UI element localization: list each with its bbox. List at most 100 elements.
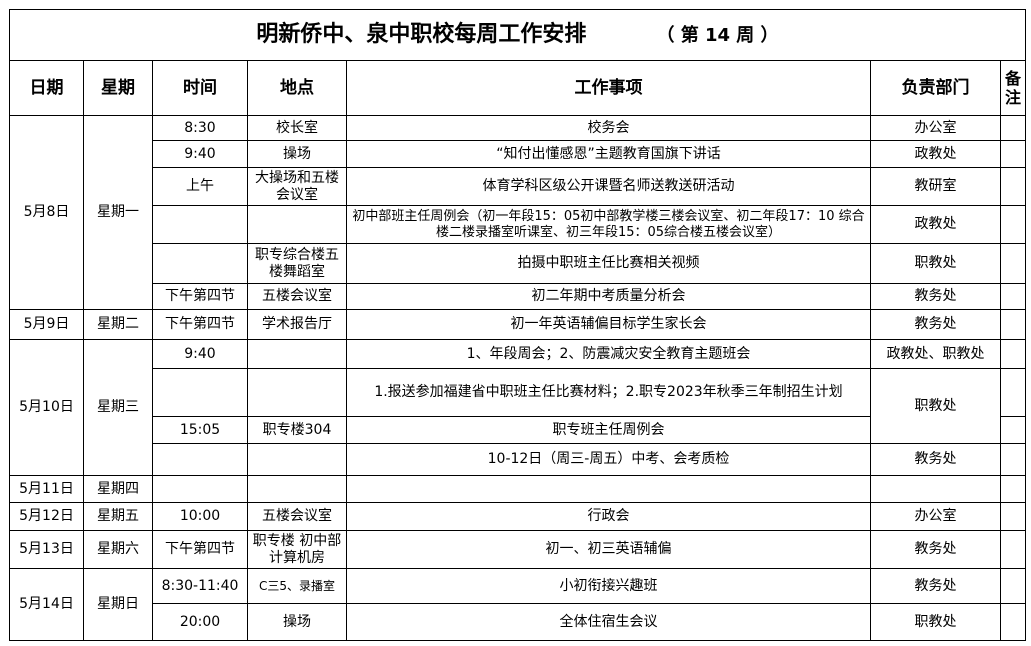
week-label: （ 第 14 周 ） bbox=[656, 25, 779, 46]
table-row: 20:00 操场 全体住宿生会议 职教处 bbox=[10, 603, 1026, 641]
weekly-schedule-table: 明新侨中、泉中职校每周工作安排 （ 第 14 周 ） 日期 星期 时间 地点 工作… bbox=[9, 9, 1026, 641]
table-row: 下午第四节 五楼会议室 初二年期中考质量分析会 教务处 bbox=[10, 283, 1026, 310]
header-weekday: 星期 bbox=[83, 60, 153, 116]
item-cell: 体育学科区级公开课暨名师送教送研活动 bbox=[346, 167, 871, 206]
place-cell: 操场 bbox=[247, 603, 347, 641]
header-date: 日期 bbox=[9, 60, 84, 116]
dept-cell: 职教处 bbox=[870, 368, 1001, 444]
note-cell bbox=[1000, 368, 1026, 417]
time-cell: 9:40 bbox=[152, 140, 248, 168]
table-row: 10-12日（周三-周五）中考、会考质检 教务处 bbox=[10, 443, 1026, 476]
place-cell: 操场 bbox=[247, 140, 347, 168]
dept-cell bbox=[870, 475, 1001, 503]
item-cell: 初一年英语辅偏目标学生家长会 bbox=[346, 309, 871, 340]
table-row: 职专综合楼五楼舞蹈室 拍摄中职班主任比赛相关视频 职教处 bbox=[10, 243, 1026, 284]
note-cell bbox=[1000, 243, 1026, 284]
place-cell: 学术报告厅 bbox=[247, 309, 347, 340]
time-cell: 9:40 bbox=[152, 339, 248, 369]
table-row: 上午 大操场和五楼会议室 体育学科区级公开课暨名师送教送研活动 教研室 bbox=[10, 167, 1026, 206]
weekday-cell: 星期四 bbox=[83, 475, 153, 503]
place-cell bbox=[247, 368, 347, 417]
place-cell: 大操场和五楼会议室 bbox=[247, 167, 347, 206]
note-cell bbox=[1000, 568, 1026, 604]
note-cell bbox=[1000, 416, 1026, 444]
note-cell bbox=[1000, 283, 1026, 310]
item-cell: 行政会 bbox=[346, 502, 871, 531]
note-cell bbox=[1000, 140, 1026, 168]
place-cell: 职专楼 初中部计算机房 bbox=[247, 530, 347, 569]
place-cell: 五楼会议室 bbox=[247, 502, 347, 531]
table-row: 5月12日 星期五 10:00 五楼会议室 行政会 办公室 bbox=[9, 502, 1026, 531]
date-cell: 5月13日 bbox=[9, 530, 84, 569]
time-cell: 下午第四节 bbox=[152, 309, 248, 340]
note-cell bbox=[1000, 339, 1026, 369]
dept-cell: 政教处、职教处 bbox=[870, 339, 1001, 369]
dept-cell: 办公室 bbox=[870, 115, 1001, 141]
item-cell: 职专班主任周例会 bbox=[346, 416, 871, 444]
table-row: 1.报送参加福建省中职班主任比赛材料；2.职专2023年秋季三年制招生计划 职教… bbox=[10, 368, 1026, 444]
weekday-cell: 星期六 bbox=[83, 530, 153, 569]
table-row: 5月8日 星期一 8:30 校长室 校务会 办公室 bbox=[9, 115, 1026, 310]
place-cell: 校长室 bbox=[247, 115, 347, 141]
note-cell bbox=[1000, 443, 1026, 476]
table-row: 初中部班主任周例会（初一年段15：05初中部教学楼三楼会议室、初二年段17：10… bbox=[10, 205, 1026, 244]
title-text: 明新侨中、泉中职校每周工作安排 bbox=[256, 22, 587, 47]
header-note: 备注 bbox=[1000, 60, 1026, 116]
time-cell: 上午 bbox=[152, 167, 248, 206]
item-cell: 初二年期中考质量分析会 bbox=[346, 283, 871, 310]
header-dept: 负责部门 bbox=[870, 60, 1001, 116]
time-cell: 8:30 bbox=[152, 115, 248, 141]
dept-cell: 政教处 bbox=[870, 140, 1001, 168]
header-time: 时间 bbox=[152, 60, 248, 116]
dept-cell: 教务处 bbox=[870, 309, 1001, 340]
item-cell: 初中部班主任周例会（初一年段15：05初中部教学楼三楼会议室、初二年段17：10… bbox=[346, 205, 871, 244]
weekday-cell: 星期二 bbox=[83, 309, 153, 340]
weekday-cell: 星期五 bbox=[83, 502, 153, 531]
item-cell: 1.报送参加福建省中职班主任比赛材料；2.职专2023年秋季三年制招生计划 bbox=[346, 368, 871, 417]
header-row: 日期 星期 时间 地点 工作事项 负责部门 备注 bbox=[9, 60, 1026, 116]
time-cell bbox=[152, 243, 248, 284]
item-cell: 全体住宿生会议 bbox=[346, 603, 871, 641]
date-cell: 5月12日 bbox=[9, 502, 84, 531]
note-cell bbox=[1000, 115, 1026, 141]
note-cell bbox=[1000, 167, 1026, 206]
item-cell: “知付出懂感恩”主题教育国旗下讲话 bbox=[346, 140, 871, 168]
place-cell: 职专综合楼五楼舞蹈室 bbox=[247, 243, 347, 284]
table-row: 5月11日 星期四 bbox=[9, 475, 1026, 503]
time-cell: 8:30-11:40 bbox=[152, 568, 248, 604]
table-row: 5月14日 星期日 8:30-11:40 C三5、录播室 小初衔接兴趣班 教务处 bbox=[9, 568, 1026, 641]
note-cell bbox=[1000, 309, 1026, 340]
weekday-cell: 星期日 bbox=[83, 568, 153, 641]
header-item: 工作事项 bbox=[346, 60, 871, 116]
time-cell bbox=[152, 368, 248, 417]
table-row: 5月9日 星期二 下午第四节 学术报告厅 初一年英语辅偏目标学生家长会 教务处 bbox=[9, 309, 1026, 340]
date-cell: 5月14日 bbox=[9, 568, 84, 641]
time-cell: 下午第四节 bbox=[152, 283, 248, 310]
date-cell: 5月9日 bbox=[9, 309, 84, 340]
place-cell bbox=[247, 443, 347, 476]
note-cell bbox=[1000, 530, 1026, 569]
dept-cell: 职教处 bbox=[870, 243, 1001, 284]
dept-cell: 办公室 bbox=[870, 502, 1001, 531]
time-cell bbox=[152, 205, 248, 244]
time-cell: 下午第四节 bbox=[152, 530, 248, 569]
dept-cell: 政教处 bbox=[870, 205, 1001, 244]
note-cell bbox=[1000, 502, 1026, 531]
dept-cell: 教研室 bbox=[870, 167, 1001, 206]
date-cell: 5月11日 bbox=[9, 475, 84, 503]
note-cell bbox=[1000, 603, 1026, 641]
place-cell bbox=[247, 205, 347, 244]
table-row: 9:40 操场 “知付出懂感恩”主题教育国旗下讲话 政教处 bbox=[10, 140, 1026, 168]
date-cell: 5月8日 bbox=[9, 115, 84, 310]
note-cell bbox=[1000, 475, 1026, 503]
page-title: 明新侨中、泉中职校每周工作安排 （ 第 14 周 ） bbox=[9, 9, 1026, 61]
place-cell: 职专楼304 bbox=[247, 416, 347, 444]
table-row: 5月13日 星期六 下午第四节 职专楼 初中部计算机房 初一、初三英语辅偏 教务… bbox=[9, 530, 1026, 569]
item-cell: 10-12日（周三-周五）中考、会考质检 bbox=[346, 443, 871, 476]
note-cell bbox=[1000, 205, 1026, 244]
time-cell bbox=[152, 475, 248, 503]
item-cell: 初一、初三英语辅偏 bbox=[346, 530, 871, 569]
dept-cell: 教务处 bbox=[870, 530, 1001, 569]
time-cell: 10:00 bbox=[152, 502, 248, 531]
place-cell: 五楼会议室 bbox=[247, 283, 347, 310]
